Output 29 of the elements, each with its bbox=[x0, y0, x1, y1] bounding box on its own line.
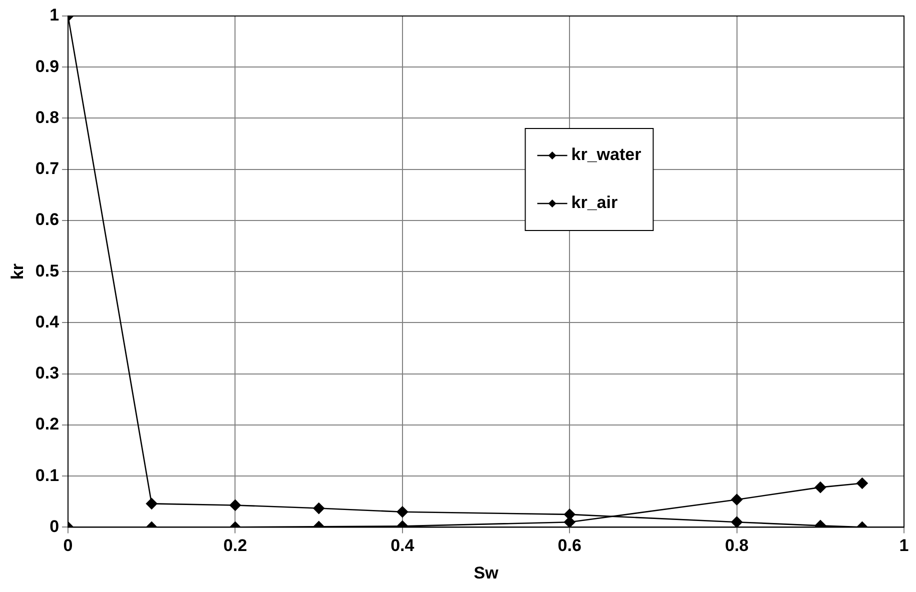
y-tick-label: 0.1 bbox=[35, 466, 60, 485]
point bbox=[856, 478, 868, 489]
y-tick-label: 0.5 bbox=[35, 261, 60, 280]
y-tick-label: 0.4 bbox=[35, 312, 60, 332]
x-tick-label: 0.2 bbox=[223, 536, 248, 556]
y-tick-label: 1 bbox=[50, 6, 60, 25]
y-tick-label: 0.2 bbox=[35, 414, 60, 434]
legend-label: kr_water bbox=[571, 145, 642, 164]
point bbox=[731, 516, 742, 528]
x-tick-label: 0.6 bbox=[558, 536, 582, 556]
y-tick-label: 0.3 bbox=[35, 364, 60, 383]
y-tick-label: 0.6 bbox=[35, 210, 60, 230]
point bbox=[396, 506, 408, 518]
y-tick-label: 0.8 bbox=[35, 108, 60, 127]
point bbox=[731, 494, 742, 506]
x-tick-label: 0 bbox=[63, 536, 73, 556]
point bbox=[313, 502, 324, 514]
point bbox=[230, 500, 241, 511]
point bbox=[146, 498, 158, 510]
y-axis-title: kr bbox=[8, 263, 27, 280]
y-tick-label: 0 bbox=[50, 516, 60, 536]
x-tick-label: 0.8 bbox=[724, 536, 749, 556]
x-tick-label: 1 bbox=[899, 536, 909, 556]
y-tick-label: 0.9 bbox=[35, 56, 60, 76]
legend-label: kr_air bbox=[571, 193, 618, 212]
x-tick-label: 0.4 bbox=[390, 536, 415, 556]
y-tick-label: 0.7 bbox=[35, 159, 60, 178]
x-axis-title: Sw bbox=[474, 563, 500, 582]
point bbox=[814, 482, 826, 493]
